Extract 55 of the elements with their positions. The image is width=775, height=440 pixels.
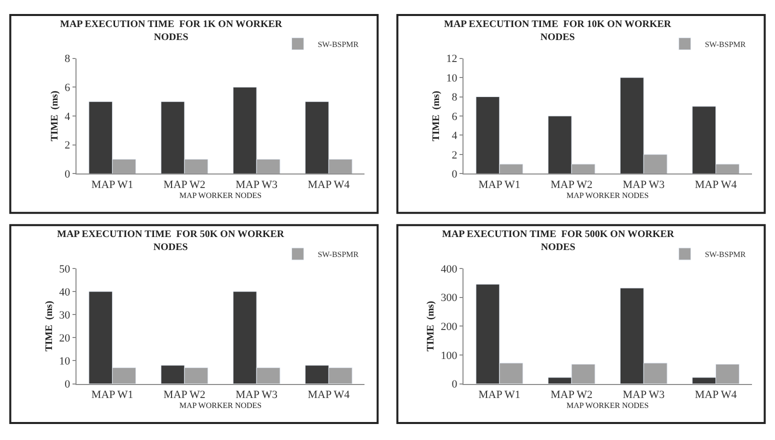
y-tick-label: 12 (446, 53, 458, 66)
y-tick-label: 20 (59, 332, 71, 345)
y-axis-title: TIME (ms) (431, 90, 442, 142)
y-tick-label: 40 (59, 286, 71, 298)
chart-title: MAP EXECUTION TIME FOR 500K ON WORKER NODES (442, 229, 675, 253)
x-tick-label: MAP W1 (91, 389, 134, 401)
x-tick-label: MAP W3 (236, 389, 278, 401)
y-tick-label: 0 (64, 378, 71, 391)
x-tick-label: MAP W1 (478, 178, 520, 191)
x-axis-title: MAP WORKER NODES (566, 190, 649, 200)
y-axis-title: TIME (ms) (426, 300, 437, 352)
y-tick-label: 100 (440, 350, 458, 362)
legend-label: SW-BSPMR (318, 250, 360, 260)
legend-label: SW-BSPMR (318, 40, 360, 49)
y-tick-label: 0 (64, 168, 71, 181)
x-tick-label: MAP W4 (308, 389, 350, 401)
x-tick-label: MAP W2 (550, 389, 592, 401)
x-axis-title: MAP WORKER NODES (179, 190, 262, 200)
y-axis-title: TIME (ms) (50, 90, 61, 142)
y-tick-label: 2 (452, 149, 458, 162)
chart-title: MAP EXECUTION TIME FOR 1K ON WORKER NODES (60, 19, 283, 43)
y-tick-label: 0 (452, 378, 458, 391)
x-tick-label: MAP W4 (694, 178, 738, 191)
x-tick-label: MAP W2 (164, 389, 206, 401)
y-tick-label: 8 (64, 53, 71, 66)
x-tick-label: MAP W1 (91, 178, 134, 191)
x-axis-title: MAP WORKER NODES (566, 401, 649, 410)
x-tick-label: MAP W1 (478, 389, 520, 401)
legend-label: SW-BSPMR (704, 250, 746, 260)
y-tick-label: 0 (452, 168, 458, 181)
x-tick-label: MAP W3 (622, 178, 666, 191)
x-tick-label: MAP W2 (164, 178, 206, 191)
x-axis-title: MAP WORKER NODES (179, 401, 262, 410)
x-tick-label: MAP W4 (308, 178, 350, 191)
x-tick-label: MAP W2 (550, 178, 592, 191)
y-tick-label: 4 (64, 110, 71, 123)
y-tick-label: 2 (64, 140, 70, 152)
y-tick-label: 6 (64, 82, 71, 94)
y-tick-label: 300 (440, 292, 458, 304)
chart-title: MAP EXECUTION TIME FOR 50K ON WORKER NODES (57, 229, 285, 253)
chart-title: MAP EXECUTION TIME FOR 10K ON WORKER NODES (444, 19, 672, 43)
y-tick-label: 200 (440, 320, 458, 333)
y-tick-label: 10 (446, 72, 458, 84)
y-tick-label: 400 (440, 263, 458, 276)
x-tick-label: MAP W4 (694, 389, 738, 401)
y-tick-label: 30 (59, 309, 71, 322)
x-tick-label: MAP W3 (236, 178, 278, 191)
y-tick-label: 4 (452, 130, 458, 142)
y-tick-label: 10 (59, 356, 71, 368)
x-tick-label: MAP W3 (622, 389, 666, 401)
y-tick-label: 8 (452, 92, 458, 104)
legend-label: SW-BSPMR (704, 40, 746, 49)
y-tick-label: 6 (452, 110, 458, 123)
y-tick-label: 50 (59, 263, 71, 276)
y-axis-title: TIME (ms) (44, 300, 56, 352)
